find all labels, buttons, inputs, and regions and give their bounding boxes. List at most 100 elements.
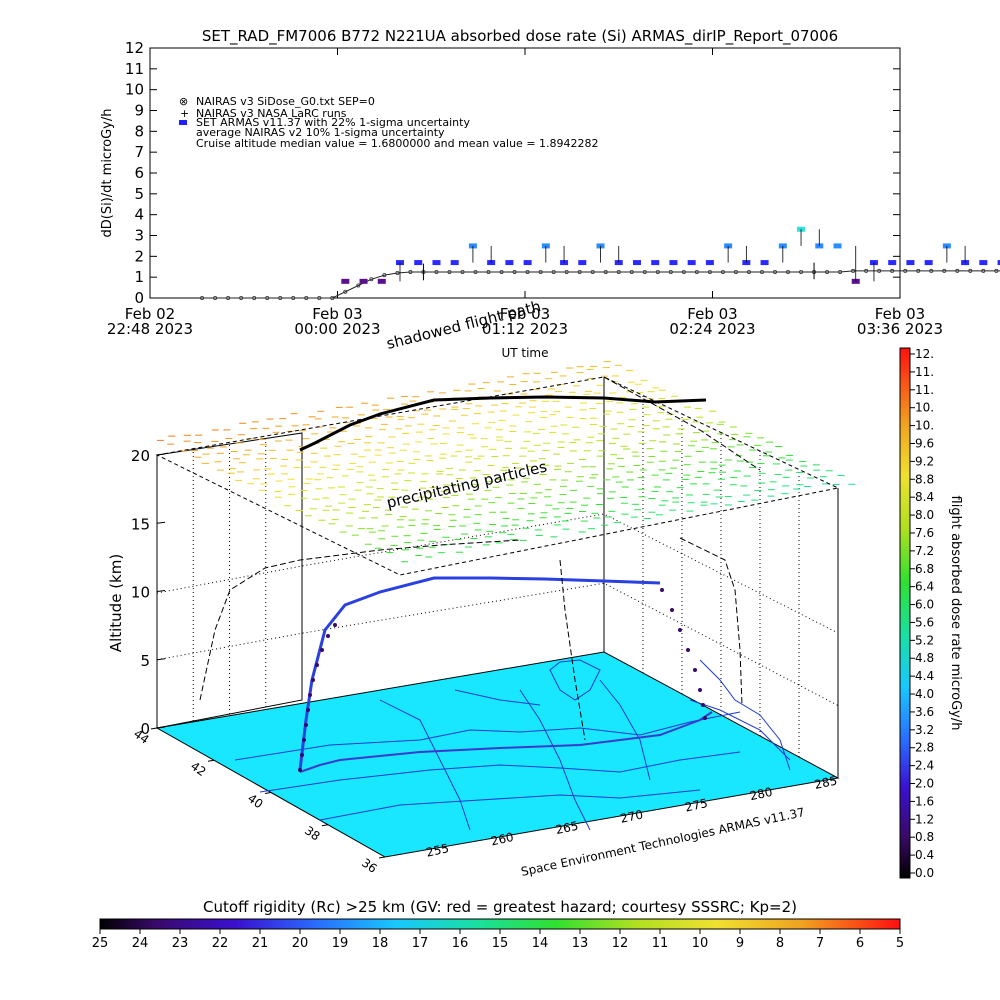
flight-point bbox=[320, 648, 324, 652]
wall-grid-line bbox=[156, 582, 839, 706]
longitude-tick-label: 255 bbox=[425, 841, 450, 859]
nairas-model-point bbox=[486, 269, 491, 274]
nairas-model-point bbox=[460, 269, 465, 274]
altitude-tick-label: 0 bbox=[140, 720, 150, 738]
x-tick-label: 22:48 2023 bbox=[107, 320, 193, 338]
nairas-model-point bbox=[447, 269, 452, 274]
nairas-model-point bbox=[629, 269, 634, 274]
nairas-model-point bbox=[525, 269, 530, 274]
rigidity-tick-label: 15 bbox=[492, 936, 509, 951]
legend-symbol-nairas-sidose: ⊗ bbox=[179, 95, 188, 108]
latitude-tick-mark bbox=[150, 727, 158, 730]
upper-layer-outline bbox=[155, 376, 840, 576]
nairas-model-point bbox=[603, 269, 608, 274]
nairas-model-point bbox=[213, 295, 218, 300]
rigidity-colorbar-title: Cutoff rigidity (Rc) >25 km (GV: red = g… bbox=[203, 898, 797, 916]
y-tick-label: 9 bbox=[134, 102, 144, 120]
y-tick-label: 12 bbox=[125, 39, 144, 57]
wall-projection bbox=[199, 539, 521, 701]
flight-point bbox=[298, 768, 302, 772]
nairas-model-point bbox=[838, 269, 843, 274]
altitude-tick-label: 15 bbox=[131, 515, 150, 533]
dose-colorbar: 12. 11. 11. 10. 10. 9.6 9.2 8.8 8.4 8.0 7.6 7.2 6.8 6… bbox=[899, 347, 963, 880]
altitude-tick-label: 5 bbox=[140, 652, 150, 670]
altitude-tick-mark bbox=[156, 453, 166, 456]
legend-symbol-armas bbox=[179, 120, 187, 125]
rigidity-colorbar-labels: 25 24 23 22 21 20 19 18 17 16 15 14 13 12 11 10 9 8 7 6 5 bbox=[92, 929, 904, 951]
wall-projection bbox=[603, 376, 761, 471]
nairas-model-point bbox=[395, 270, 400, 275]
armas-point bbox=[906, 260, 915, 266]
x-tick-date: Feb 03 bbox=[875, 305, 925, 323]
rigidity-tick-label: 6 bbox=[856, 936, 864, 951]
y-tick-label: 1 bbox=[134, 268, 144, 286]
flight-point bbox=[308, 693, 312, 697]
dose-tick-label: 0.0 bbox=[915, 866, 934, 880]
armas-point bbox=[432, 260, 441, 266]
longitude-tick-label: 270 bbox=[619, 807, 644, 825]
dose-tick-label: 1.2 bbox=[915, 812, 934, 826]
flight-path bbox=[199, 376, 761, 773]
armas-point bbox=[632, 260, 641, 266]
armas-point bbox=[523, 260, 532, 266]
armas-point bbox=[705, 260, 714, 266]
map-border-line bbox=[519, 689, 591, 831]
rigidity-tick-label: 8 bbox=[776, 936, 784, 951]
y-tick-label: 7 bbox=[134, 143, 144, 161]
wall-projection bbox=[559, 559, 586, 741]
altitude-tick-label: 20 bbox=[131, 447, 150, 465]
x-tick-label: 03:36 2023 bbox=[857, 320, 943, 338]
dose-tick-label: 4.4 bbox=[915, 669, 934, 683]
dose-tick-label: 11. bbox=[915, 383, 934, 397]
wall-grid bbox=[156, 377, 839, 757]
dose-tick-label: 4.8 bbox=[915, 651, 934, 665]
nairas-model-point bbox=[317, 295, 322, 300]
longitude-ticks: 255 260 265 270 275 280 285 bbox=[425, 774, 839, 860]
nairas-model-point bbox=[877, 268, 882, 273]
map-border-line bbox=[549, 659, 601, 701]
map-floor bbox=[155, 651, 840, 858]
flight-point bbox=[686, 648, 690, 652]
nairas-model-point bbox=[200, 295, 205, 300]
dose-tick-label: 9.2 bbox=[915, 454, 934, 468]
armas-point bbox=[578, 260, 587, 266]
nairas-model-point bbox=[278, 295, 283, 300]
dose-tick-label: 6.0 bbox=[915, 598, 934, 612]
flight-point bbox=[698, 688, 702, 692]
rigidity-tick-label: 14 bbox=[532, 936, 549, 951]
nairas-model-point bbox=[942, 268, 947, 273]
nairas-model-point bbox=[864, 268, 869, 273]
dose-tick-label: 6.8 bbox=[915, 562, 934, 576]
dose-tick-label: 11. bbox=[915, 365, 934, 379]
nairas-model-point bbox=[668, 269, 673, 274]
altitude-axis-label: Altitude (km) bbox=[107, 554, 125, 652]
rigidity-tick-label: 12 bbox=[612, 936, 629, 951]
nairas-model-point bbox=[929, 268, 934, 273]
flight-point bbox=[306, 708, 310, 712]
timeseries-x-axis-label: UT time bbox=[501, 346, 548, 360]
nairas-model-point bbox=[252, 295, 257, 300]
nairas-model-point bbox=[538, 269, 543, 274]
y-tick-label: 6 bbox=[134, 164, 144, 182]
armas-point bbox=[377, 278, 386, 284]
rigidity-colorbar-bar bbox=[99, 918, 901, 930]
flight-point bbox=[326, 634, 330, 638]
nairas-model-point bbox=[890, 268, 895, 273]
armas-point bbox=[505, 260, 514, 266]
flight-ground-track bbox=[299, 711, 713, 773]
rigidity-tick-label: 24 bbox=[132, 936, 149, 951]
dose-tick-label: 8.4 bbox=[915, 490, 934, 504]
legend-symbol-nairas-larc: + bbox=[180, 107, 189, 120]
nairas-model-point bbox=[799, 269, 804, 274]
map-border-line bbox=[599, 679, 651, 781]
nairas-model-point bbox=[851, 268, 856, 273]
nairas-model-point bbox=[304, 295, 309, 300]
nairas-model-point bbox=[994, 268, 999, 273]
latitude-tick-mark bbox=[321, 824, 329, 827]
latitude-tick-label: 40 bbox=[245, 791, 266, 811]
timeseries-legend: ⊗ NAIRAS v3 SiDose_G0.txt SEP=0 + NAIRAS… bbox=[179, 95, 599, 150]
y-tick-label: 11 bbox=[125, 60, 144, 78]
dose-tick-label: 3.2 bbox=[915, 723, 934, 737]
